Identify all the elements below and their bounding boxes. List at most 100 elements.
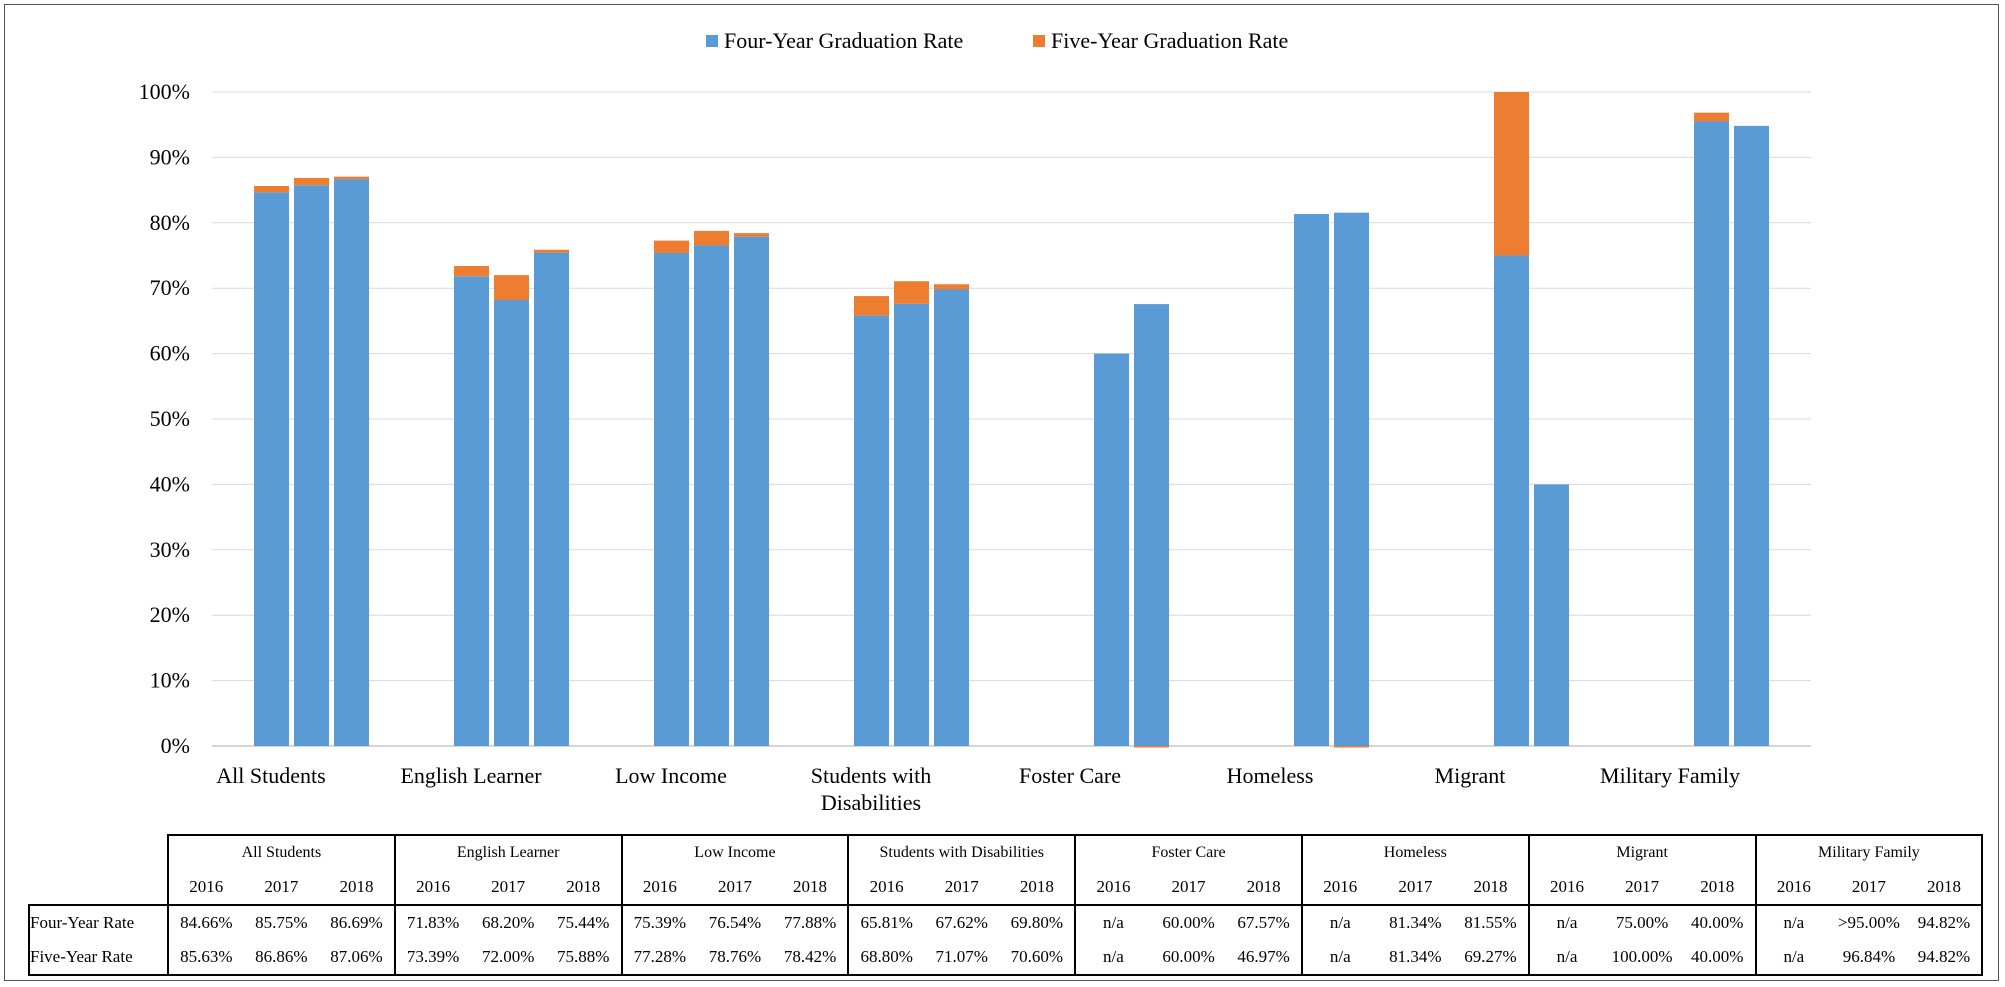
bar-four-year xyxy=(934,289,969,746)
bar-five-year-increment xyxy=(334,176,369,180)
table-group-header: Students with Disabilities xyxy=(848,834,1077,870)
table-value-cell: 40.00% xyxy=(1679,940,1757,976)
table-year-cell: 2018 xyxy=(999,870,1077,905)
table-value-cell: 65.81% xyxy=(848,904,924,940)
x-category-label: All Students xyxy=(216,763,325,788)
y-tick-label: 30% xyxy=(150,537,190,562)
table-value-cell: 77.28% xyxy=(621,940,698,976)
bar-four-year xyxy=(1694,121,1729,747)
table-corner-cell xyxy=(29,870,169,905)
table-row-label: Four-Year Rate xyxy=(28,904,169,940)
x-category-label: Migrant xyxy=(1435,763,1506,788)
table-year-row: 2016 2017 2018 2016 2017 2018 2016 2017 2018 2016… xyxy=(29,870,1984,905)
table-value-cell: 81.55% xyxy=(1453,904,1530,940)
chart-legend: Four-Year Graduation Rate Five-Year Grad… xyxy=(706,28,1288,53)
bar-four-year xyxy=(454,276,489,746)
table-year-cell: 2017 xyxy=(944,877,979,896)
y-tick-label: 100% xyxy=(139,79,190,104)
table-value-cell: >95.00% xyxy=(1831,904,1907,940)
bar-four-year xyxy=(694,245,729,746)
table-year-cell: 2017 xyxy=(717,877,752,896)
bar-five-year-increment xyxy=(494,275,529,300)
table-year-cell: 2016 xyxy=(1323,877,1358,896)
table-value-cell: 69.27% xyxy=(1453,940,1530,976)
bar-four-year xyxy=(1334,212,1369,747)
bar-four-year xyxy=(254,192,289,746)
bar-five-year-negative xyxy=(1134,746,1169,748)
bar-five-year-increment xyxy=(1494,92,1529,256)
table-value-cell: 73.39% xyxy=(394,940,471,976)
table-value-cell: 71.07% xyxy=(923,940,1000,976)
table-year-cell: 2016 xyxy=(1096,877,1131,896)
table-value-cell: 67.62% xyxy=(923,904,1000,940)
table-year-cell: 2016 xyxy=(869,877,904,896)
table-value-cell: 40.00% xyxy=(1679,904,1757,940)
table-year-cell: 2017 xyxy=(264,877,299,896)
table-year-cell: 2017 xyxy=(1625,877,1660,896)
bar-five-year-increment xyxy=(534,249,569,253)
y-tick-label: 70% xyxy=(150,275,190,300)
table-year-cell: 2018 xyxy=(1679,870,1757,905)
bar-four-year xyxy=(894,303,929,746)
bar-four-year xyxy=(1094,353,1129,746)
x-category-label: Students with Disabilities xyxy=(811,763,931,815)
bar-five-year-increment xyxy=(294,177,329,186)
table-year-cell: 2018 xyxy=(1226,870,1303,905)
table-value-cell: 60.00% xyxy=(1150,940,1227,976)
x-axis-category-labels: All Students English Learner Low Income Stu… xyxy=(216,763,1740,815)
bar-five-year-increment xyxy=(934,284,969,290)
table-year-cell: 2018 xyxy=(319,870,396,905)
bar-five-year-increment xyxy=(454,266,489,277)
x-category-label: Homeless xyxy=(1227,763,1314,788)
y-axis-tick-labels: 0% 10% 20% 30% 40% 50% 60% 70% 80% 90% 100% xyxy=(139,79,190,758)
table-group-header: Homeless xyxy=(1301,834,1530,870)
table-value-cell: 71.83% xyxy=(394,904,471,940)
legend-label-five-year: Five-Year Graduation Rate xyxy=(1051,28,1288,53)
chart-frame xyxy=(4,4,1999,981)
x-category-label: Low Income xyxy=(615,763,727,788)
table-value-cell: 60.00% xyxy=(1150,904,1227,940)
bar-four-year xyxy=(1294,214,1329,747)
table-group-header: Foster Care xyxy=(1075,834,1303,870)
table-value-cell: n/a xyxy=(1075,940,1151,976)
bar-four-year xyxy=(294,185,329,746)
table-year-cell: 2016 xyxy=(1776,877,1811,896)
table-year-cell: 2017 xyxy=(1171,877,1206,896)
bar-five-year-increment xyxy=(734,233,769,237)
table-year-cell: 2018 xyxy=(1906,870,1984,905)
table-corner-cell xyxy=(29,835,169,870)
bar-four-year xyxy=(1534,484,1569,746)
x-category-label: English Learner xyxy=(400,763,542,788)
table-group-header: Low Income xyxy=(621,834,850,870)
bar-four-year xyxy=(854,315,889,746)
y-tick-label: 40% xyxy=(150,471,190,496)
bar-four-year xyxy=(1734,125,1769,746)
graduation-rate-chart: Four-Year Graduation Rate Five-Year Grad… xyxy=(139,28,1811,815)
bar-five-year-increment xyxy=(254,185,289,193)
table-year-cell: 2016 xyxy=(642,877,677,896)
table-value-cell: 87.06% xyxy=(319,940,396,976)
table-value-cell: n/a xyxy=(1075,904,1151,940)
y-tick-label: 80% xyxy=(150,210,190,235)
x-category-label: Foster Care xyxy=(1019,763,1121,788)
table-group-header: Military Family xyxy=(1755,834,1984,870)
table-value-cell: n/a xyxy=(1528,904,1605,940)
y-tick-label: 20% xyxy=(150,602,190,627)
table-value-cell: 100.00% xyxy=(1604,940,1680,976)
bar-five-year-increment xyxy=(894,281,929,304)
table-value-cell: 94.82% xyxy=(1906,940,1984,976)
legend-swatch-four-year xyxy=(706,35,718,47)
y-tick-label: 50% xyxy=(150,406,190,431)
table-value-cell: 78.42% xyxy=(772,940,850,976)
x-category-label: Military Family xyxy=(1600,763,1740,788)
table-value-cell: 68.80% xyxy=(848,940,924,976)
chart-gridlines xyxy=(212,91,1811,747)
y-tick-label: 0% xyxy=(161,733,190,758)
bar-five-year-negative xyxy=(1334,746,1369,748)
bar-five-year-increment xyxy=(1694,112,1729,122)
table-value-cell: n/a xyxy=(1755,904,1832,940)
table-year-cell: 2018 xyxy=(545,870,623,905)
table-year-cell: 2016 xyxy=(1550,877,1585,896)
table-value-cell: 75.44% xyxy=(545,904,623,940)
table-value-cell: n/a xyxy=(1528,940,1605,976)
